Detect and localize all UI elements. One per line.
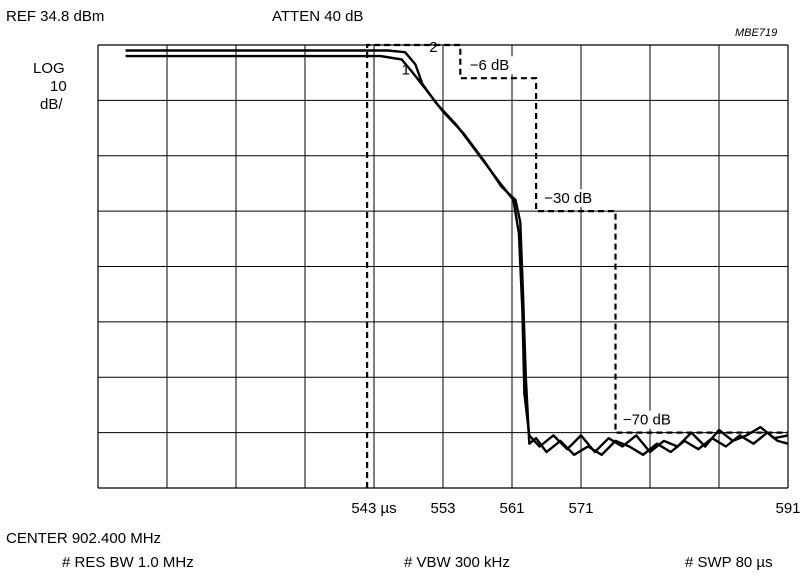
sweep-time-label: # SWP 80 µs [685,554,773,571]
trace-group [125,49,789,456]
x-tick-label: 543 µs [351,500,396,517]
trace-1 [125,54,789,456]
mask-label: −70 dB [623,412,671,429]
x-tick-label: 571 [568,500,593,517]
scale-mode-label: LOG [33,60,65,77]
limit-mask [366,43,788,488]
mask-label: −30 dB [544,190,592,207]
limit-mask-line [366,43,788,488]
mask-label-bg [618,410,689,429]
vbw-label: # VBW 300 kHz [404,554,510,571]
x-tick-label: 553 [430,500,455,517]
chart-grid [97,44,789,489]
trace-2 [125,49,789,454]
trace-label: 2 [429,39,437,56]
mask-label-bg [540,189,611,208]
trace-label: 1 [402,61,410,78]
x-tick-label: 591 [775,500,800,517]
x-tick-label: 561 [499,500,524,517]
scale-value-label: 10 [50,78,67,95]
mask-label: −6 dB [470,57,510,74]
center-frequency-label: CENTER 902.400 MHz [6,530,162,547]
ref-level-label: REF 34.8 dBm [6,8,105,25]
chart-labels: −6 dB −30 dB −70 dB 1 2 543 µs 553 561 571 591 [351,39,800,517]
attenuation-label: ATTEN 40 dB [272,8,364,25]
scale-unit-label: dB/ [40,96,63,113]
res-bw-label: # RES BW 1.0 MHz [62,554,194,571]
mask-label-bg [465,56,526,75]
figure-id-label: MBE719 [735,27,778,39]
